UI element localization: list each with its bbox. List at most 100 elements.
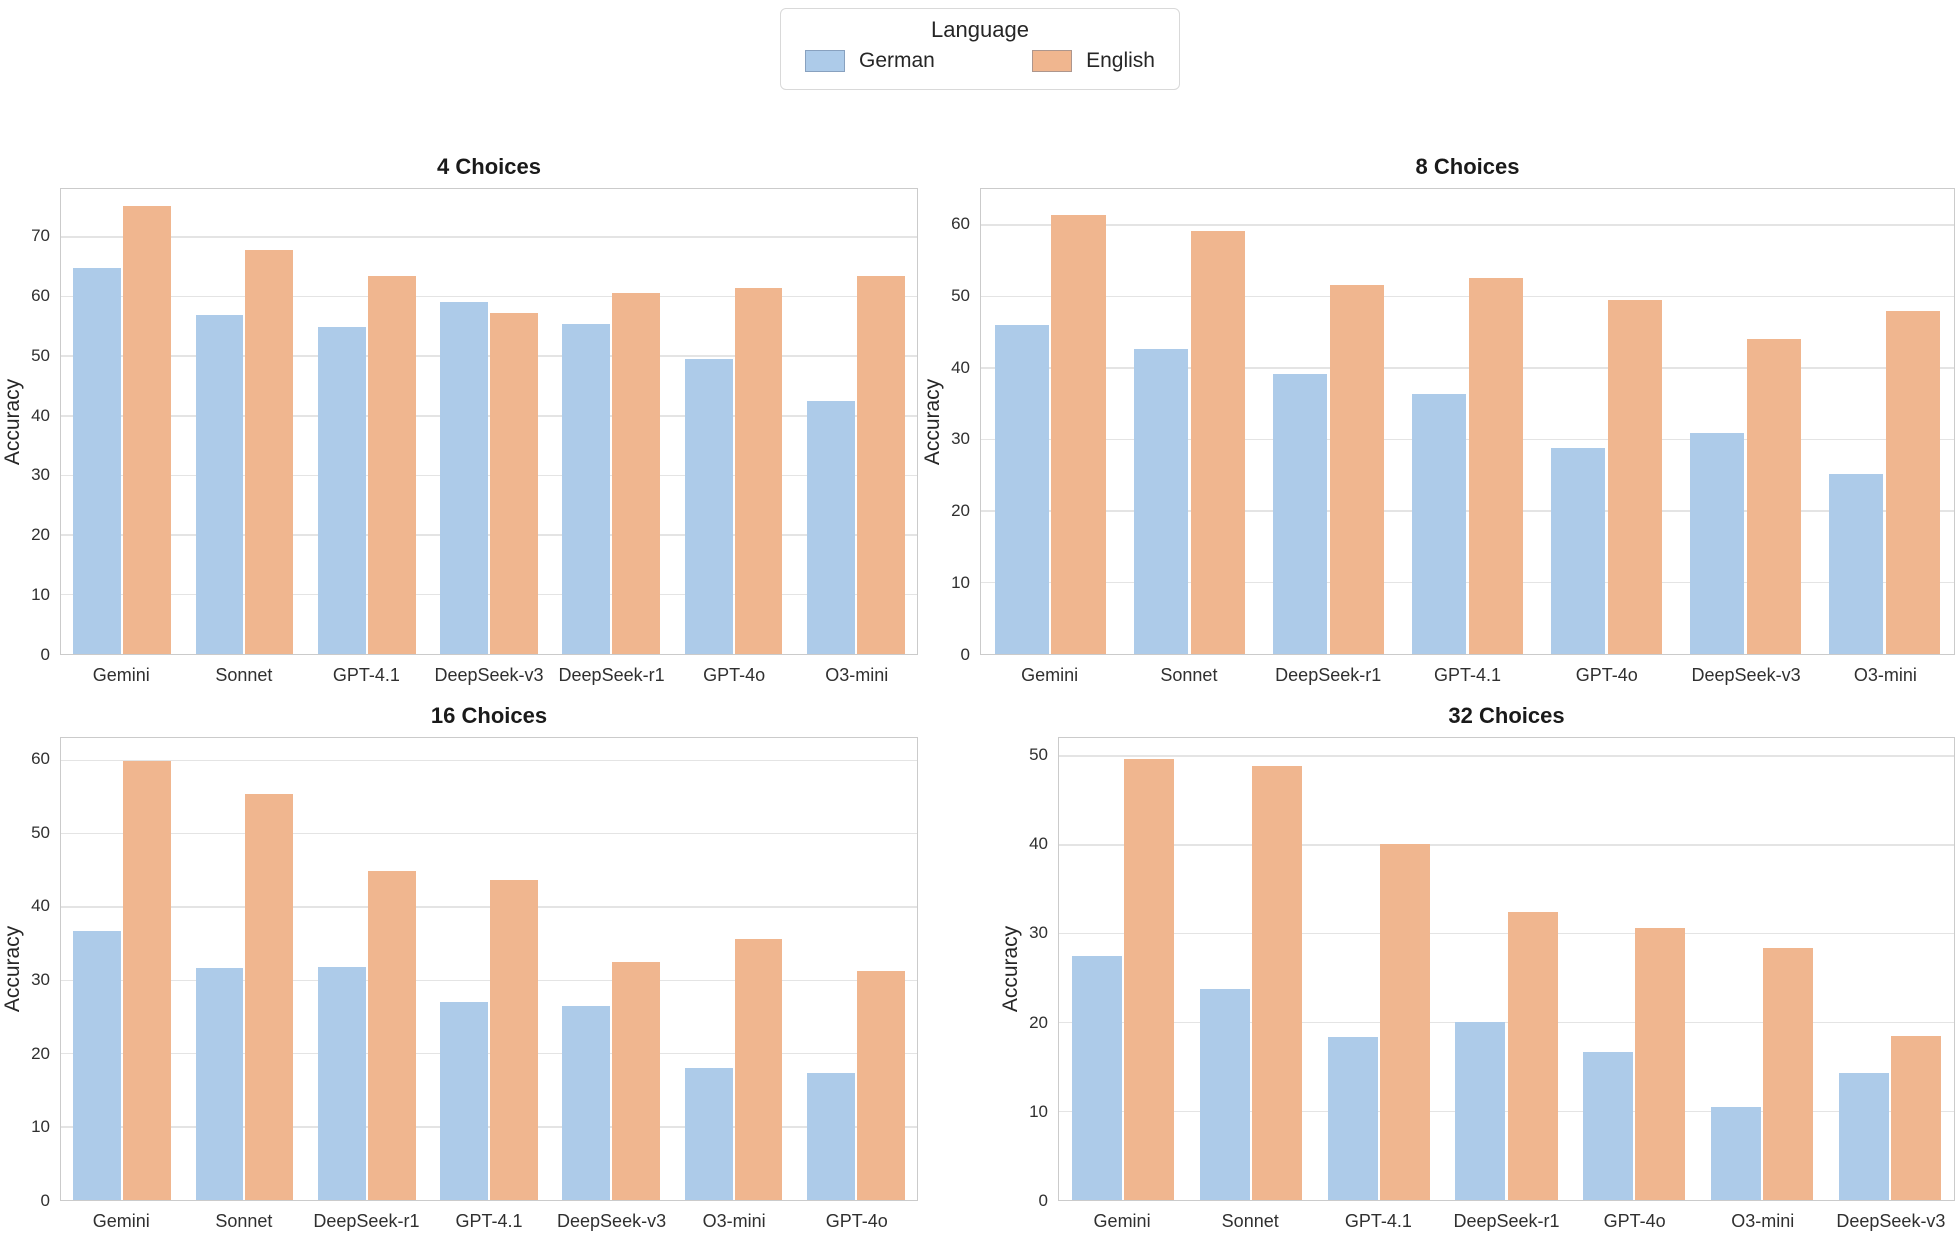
x-tick-label: GPT-4o — [825, 1211, 888, 1231]
bar-english-gpt-4.1 — [367, 276, 416, 654]
plot-area — [60, 188, 918, 655]
gridline — [1059, 932, 1954, 935]
bar-german-gemini — [1071, 955, 1122, 1200]
y-tick-label: 40 — [31, 896, 50, 916]
gridline — [61, 1126, 917, 1128]
gridline — [61, 593, 917, 596]
gridline — [61, 474, 917, 477]
y-axis-label: Accuracy — [1, 925, 24, 1013]
bar-english-gpt-4.1 — [1468, 278, 1524, 654]
y-tick-label: 10 — [1029, 1101, 1048, 1121]
y-tick-label: 50 — [31, 345, 50, 365]
bar-english-gpt-4o — [1635, 928, 1686, 1200]
bar-english-gemini — [1123, 759, 1175, 1200]
x-tick-label: GPT-4o — [1603, 1211, 1666, 1231]
x-tick-label: Gemini — [92, 1211, 150, 1231]
x-tick-label: DeepSeek-v3 — [557, 1211, 667, 1231]
plot-area — [1058, 737, 1955, 1201]
gridline — [981, 367, 1954, 369]
gridline — [61, 415, 917, 417]
x-tick-label: GPT-4.1 — [1344, 1211, 1412, 1231]
x-tick-label: Sonnet — [215, 665, 273, 685]
gridline — [61, 236, 917, 238]
gridline — [61, 832, 917, 835]
gridline — [1059, 755, 1954, 757]
legend-item-english: English — [1032, 49, 1155, 73]
bar-german-gpt-4.1 — [1411, 394, 1467, 654]
bar-english-deepseek-v3 — [1891, 1035, 1942, 1200]
bar-english-sonnet — [245, 793, 294, 1200]
gridline — [981, 224, 1954, 226]
bar-german-deepseek-v3 — [1689, 432, 1745, 654]
bar-english-deepseek-r1 — [1507, 912, 1558, 1200]
bar-english-deepseek-v3 — [1746, 339, 1802, 654]
x-tick-label: GPT-4.1 — [332, 665, 400, 685]
bar-english-sonnet — [1251, 766, 1302, 1200]
x-tick-label: Gemini — [1021, 665, 1079, 685]
chart-4-choices: 4 Choices Accuracy 0 10 20 30 40 50 60 70 Gemini So… — [0, 128, 948, 706]
bar-german-gpt-4o — [684, 358, 733, 654]
bar-german-deepseek-r1 — [1272, 373, 1328, 654]
x-tick-label: DeepSeek-r1 — [313, 1211, 420, 1231]
bar-english-deepseek-r1 — [612, 292, 661, 654]
x-tick-label: Gemini — [1093, 1211, 1151, 1231]
chart-title: 16 Choices — [430, 703, 548, 728]
gridline — [1059, 1021, 1954, 1024]
gridline — [61, 759, 917, 761]
bar-german-o3-mini — [684, 1068, 733, 1200]
bar-german-deepseek-r1 — [562, 323, 611, 654]
bar-german-gpt-4o — [1550, 447, 1606, 654]
bar-english-gemini — [1051, 214, 1107, 654]
bar-english-gemini — [123, 760, 172, 1200]
bar-german-deepseek-v3 — [440, 301, 488, 654]
bar-english-deepseek-v3 — [490, 313, 538, 654]
bar-english-o3-mini — [734, 938, 783, 1200]
chart-title: 32 Choices — [1448, 703, 1565, 728]
y-tick-label: 40 — [1029, 834, 1048, 854]
gridline — [61, 1052, 917, 1055]
gridline — [981, 581, 1954, 584]
bar-german-gpt-4o — [806, 1073, 855, 1200]
x-tick-label: DeepSeek-r1 — [1275, 665, 1382, 685]
bar-german-gpt-4.1 — [317, 327, 366, 654]
y-tick-label: 30 — [31, 465, 50, 485]
x-tick-label: GPT-4o — [703, 665, 766, 685]
legend-items: German English — [805, 49, 1155, 73]
gridline — [981, 438, 1954, 441]
bar-german-deepseek-r1 — [317, 966, 366, 1200]
bar-german-deepseek-v3 — [562, 1005, 611, 1200]
y-tick-label: 10 — [951, 573, 970, 593]
y-tick-label: 10 — [31, 585, 50, 605]
legend: Language German English — [780, 8, 1180, 90]
y-tick-label: 30 — [31, 970, 50, 990]
bar-german-gemini — [73, 930, 122, 1200]
x-tick-label: O3-mini — [825, 665, 889, 685]
bar-english-gpt-4.1 — [1379, 843, 1430, 1200]
bar-german-deepseek-v3 — [1838, 1072, 1890, 1200]
x-tick-label: O3-mini — [1853, 665, 1917, 685]
bar-german-sonnet — [195, 967, 244, 1200]
x-tick-label: GPT-4.1 — [1433, 665, 1502, 685]
y-tick-label: 30 — [951, 429, 970, 449]
gridline — [61, 979, 917, 981]
legend-label-english: English — [1086, 49, 1155, 72]
y-tick-label: 50 — [1029, 744, 1048, 764]
y-tick-label: 0 — [1038, 1191, 1048, 1210]
bar-german-sonnet — [1199, 988, 1250, 1200]
bar-english-deepseek-r1 — [1329, 284, 1385, 654]
gridline — [61, 355, 917, 357]
bar-german-gpt-4.1 — [440, 1002, 488, 1200]
bar-german-o3-mini — [806, 401, 855, 654]
bar-german-deepseek-r1 — [1455, 1022, 1506, 1200]
y-tick-label: 60 — [31, 749, 50, 769]
chart-8-choices: 8 Choices Accuracy 0 10 20 30 40 50 60 Gemini Sonn… — [921, 128, 1960, 706]
bar-english-gemini — [123, 205, 172, 654]
y-tick-label: 20 — [31, 525, 50, 545]
x-tick-label: GPT-4.1 — [455, 1211, 523, 1231]
y-tick-label: 20 — [31, 1043, 50, 1063]
bar-german-gpt-4o — [1583, 1051, 1634, 1200]
y-tick-label: 0 — [40, 1191, 50, 1210]
bar-german-sonnet — [195, 315, 244, 654]
y-tick-label: 40 — [951, 357, 970, 377]
bar-german-o3-mini — [1828, 474, 1884, 654]
